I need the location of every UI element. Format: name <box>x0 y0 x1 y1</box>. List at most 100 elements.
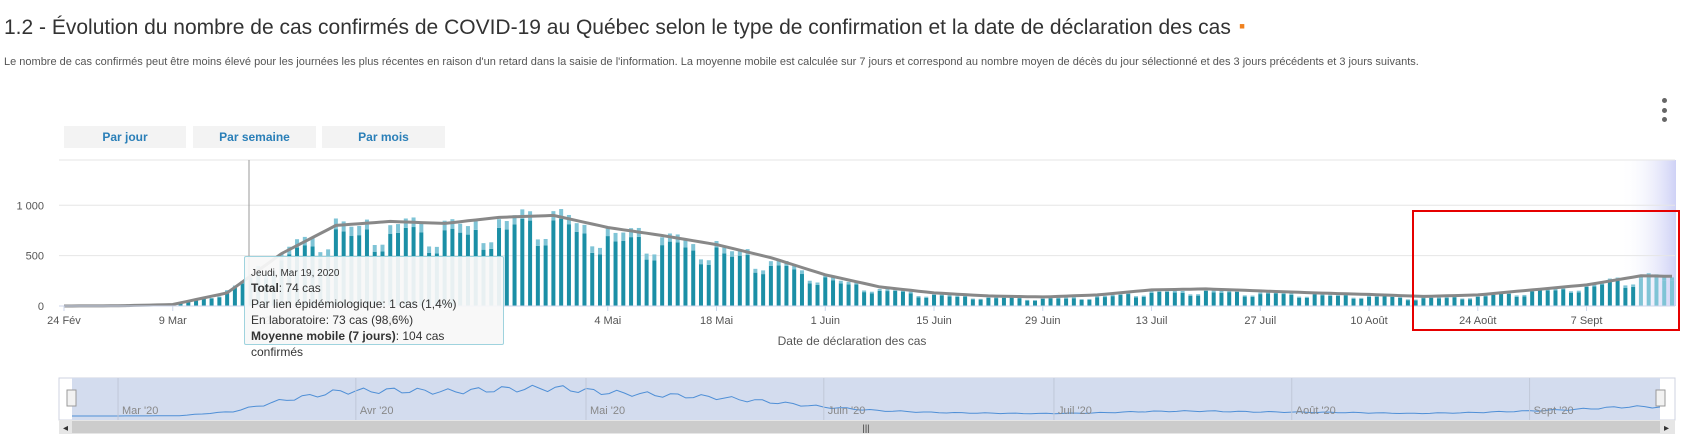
bar-lien-epidemiologique <box>1025 299 1030 301</box>
bar-laboratoire <box>737 255 742 306</box>
bar-laboratoire <box>629 237 634 306</box>
y-tick-label: 1 000 <box>16 200 44 212</box>
bar-lien-epidemiologique <box>582 224 587 234</box>
bar-laboratoire <box>1631 286 1636 306</box>
bar-laboratoire <box>1398 297 1403 306</box>
bar-laboratoire <box>932 294 937 306</box>
bar-laboratoire <box>1483 296 1488 306</box>
bar-laboratoire <box>1561 289 1566 306</box>
bar-lien-epidemiologique <box>481 243 486 250</box>
bar-laboratoire <box>1056 298 1061 306</box>
bar-lien-epidemiologique <box>605 226 610 237</box>
scroll-left-icon[interactable]: ◂ <box>63 423 68 434</box>
scrollbar-grip-icon[interactable]: ||| <box>862 423 869 433</box>
bar-lien-epidemiologique <box>318 252 323 259</box>
bar-lien-epidemiologique <box>660 237 665 246</box>
bar-laboratoire <box>1600 284 1605 306</box>
bar-lien-epidemiologique <box>1623 285 1628 288</box>
bar-laboratoire <box>714 247 719 306</box>
bar-lien-epidemiologique <box>1071 297 1076 299</box>
bar-laboratoire <box>178 303 183 306</box>
bar-lien-epidemiologique <box>1196 294 1201 296</box>
bar-laboratoire <box>543 245 548 306</box>
bar-lien-epidemiologique <box>970 298 975 300</box>
bar-laboratoire <box>939 295 944 306</box>
bar-laboratoire <box>598 254 602 306</box>
bar-laboratoire <box>1553 290 1558 306</box>
x-tick-label: 9 Mar <box>159 315 187 327</box>
bar-laboratoire <box>1623 287 1628 306</box>
bar-lien-epidemiologique <box>831 277 836 281</box>
bar-lien-epidemiologique <box>629 228 634 238</box>
bar-lien-epidemiologique <box>776 260 781 266</box>
scrollbar-thumb[interactable] <box>72 421 1660 433</box>
bar-lien-epidemiologique <box>955 295 960 297</box>
range-button-month[interactable]: Par mois <box>322 126 445 148</box>
bar-laboratoire <box>1172 292 1177 306</box>
bar-lien-epidemiologique <box>753 268 758 273</box>
bar-laboratoire <box>1662 280 1667 306</box>
bar-lien-epidemiologique <box>706 260 711 265</box>
bar-lien-epidemiologique <box>768 261 773 266</box>
bar-laboratoire <box>986 297 991 306</box>
bar-lien-epidemiologique <box>1188 294 1193 296</box>
bar-lien-epidemiologique <box>1095 295 1100 298</box>
bar-laboratoire <box>194 299 199 306</box>
bar-laboratoire <box>1670 280 1674 306</box>
bar-laboratoire <box>1102 297 1107 306</box>
bar-laboratoire <box>1452 297 1457 306</box>
bar-laboratoire <box>1064 298 1069 306</box>
bar-lien-epidemiologique <box>869 291 874 294</box>
bar-lien-epidemiologique <box>1592 283 1597 287</box>
bar-lien-epidemiologique <box>722 247 727 254</box>
chart-menu-icon[interactable] <box>1656 98 1672 122</box>
bar-laboratoire <box>1001 297 1006 306</box>
bar-laboratoire <box>753 272 758 306</box>
bar-laboratoire <box>1530 291 1535 306</box>
bar-lien-epidemiologique <box>1631 284 1636 287</box>
bar-laboratoire <box>1615 280 1620 306</box>
bar-lien-epidemiologique <box>1064 297 1069 299</box>
bar-laboratoire <box>1017 298 1022 306</box>
bar-laboratoire <box>559 218 564 306</box>
bar-laboratoire <box>1211 292 1216 306</box>
bar-laboratoire <box>1335 295 1340 306</box>
bar-laboratoire <box>1048 298 1053 306</box>
range-button-week[interactable]: Par semaine <box>193 126 316 148</box>
navigator-handle-right[interactable] <box>1655 389 1666 407</box>
bar-lien-epidemiologique <box>590 246 595 253</box>
y-tick-label: 0 <box>38 301 44 313</box>
bar-laboratoire <box>504 229 509 306</box>
bar-lien-epidemiologique <box>613 232 618 242</box>
bar-lien-epidemiologique <box>1289 293 1294 295</box>
navigator-label: Août '20 <box>1296 405 1336 417</box>
bar-laboratoire <box>1374 296 1379 306</box>
bar-laboratoire <box>1165 291 1170 306</box>
bar-laboratoire <box>535 245 540 306</box>
bar-laboratoire <box>1289 294 1294 306</box>
bar-lien-epidemiologique <box>349 226 354 237</box>
bar-lien-epidemiologique <box>862 290 867 293</box>
bar-laboratoire <box>209 298 214 306</box>
bar-laboratoire <box>1219 292 1224 306</box>
bar-laboratoire <box>1025 300 1030 306</box>
bar-laboratoire <box>854 284 859 306</box>
bar-laboratoire <box>1522 296 1527 306</box>
bar-lien-epidemiologique <box>1242 295 1247 297</box>
bar-lien-epidemiologique <box>535 239 540 246</box>
bar-lien-epidemiologique <box>807 280 812 284</box>
bar-laboratoire <box>1126 294 1131 306</box>
bar-lien-epidemiologique <box>1359 297 1364 299</box>
range-button-day[interactable]: Par jour <box>64 126 186 148</box>
chart-subtitle: Le nombre de cas confirmés peut être moi… <box>4 56 1419 68</box>
bar-laboratoire <box>520 218 525 306</box>
bar-laboratoire <box>1033 300 1038 306</box>
bar-lien-epidemiologique <box>310 238 315 247</box>
scroll-right-icon[interactable]: ▸ <box>1664 423 1669 434</box>
bar-laboratoire <box>636 236 641 306</box>
navigator-label: Juin '20 <box>828 405 866 417</box>
bar-lien-epidemiologique <box>1134 296 1138 298</box>
navigator-handle-left[interactable] <box>66 389 77 407</box>
bar-laboratoire <box>1359 298 1364 306</box>
